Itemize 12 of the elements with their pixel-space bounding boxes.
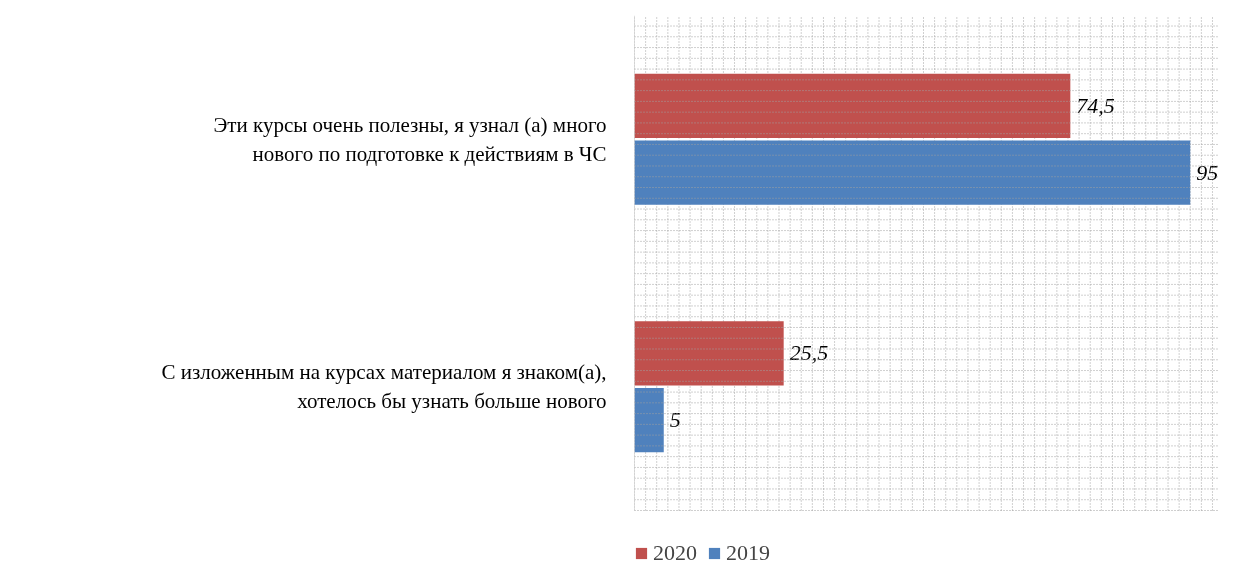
y-tick-label: Эти курсы очень полезны, я узнал (а) много нового по подготовке к действиям в ЧС (213, 112, 607, 166)
bar (634, 140, 1191, 205)
y-tick-label: С изложенным на курсах материалом я знаком(а), хотелось бы узнать больше нового (161, 360, 607, 414)
bar (634, 73, 1071, 139)
legend-label: 2020 (653, 540, 697, 566)
data-label: 74,5 (1076, 92, 1115, 118)
bar (634, 321, 784, 386)
data-label: 5 (669, 407, 681, 433)
bar (634, 387, 664, 453)
data-label: 25,5 (789, 340, 829, 366)
data-label: 95 (1196, 159, 1219, 185)
legend-label: 2019 (726, 540, 770, 566)
